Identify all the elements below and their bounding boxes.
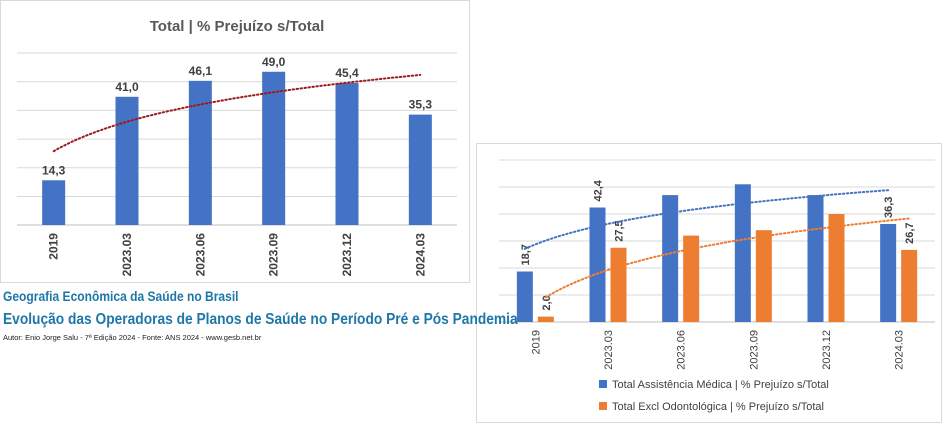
bar-primary-2023.12 [807,195,824,322]
category-label-2023.03: 2023.03 [603,330,615,370]
category-label-2019: 2019 [47,233,61,260]
bar-primary-2023.09 [262,71,286,225]
data-label: 26,7 [904,222,916,243]
data-label: 27,5 [614,220,626,241]
bar-primary-2023.06 [188,80,212,225]
data-label: 41,0 [115,80,139,94]
bar-primary-2023.06 [662,195,679,322]
category-label-2023.12: 2023.12 [340,233,354,277]
legend-label-0: Total Assistência Médica | % Prejuízo s/… [612,379,829,391]
category-label-2023.03: 2023.03 [120,233,134,277]
category-label-2024.03: 2024.03 [894,330,906,370]
data-label: 18,7 [520,244,532,265]
data-label: 49,0 [262,55,286,69]
category-label-2023.06: 2023.06 [676,330,688,370]
bar-primary-2019 [42,180,66,225]
trendline-0 [52,73,422,153]
bar-primary-2023.03 [115,96,139,225]
category-label-2023.12: 2023.12 [821,330,833,370]
data-label: 14,3 [42,163,66,177]
data-label: 2,0 [541,295,553,310]
data-label: 36,3 [883,197,895,218]
chart-assistencia-panel: 18,7 42,4 36,3 2,0 27,5 26,7 2019 2023.03 2023.0… [476,143,942,423]
caption-title: Geografia Econômica da Saúde no Brasil [3,288,239,304]
bar-secondary-2023.03 [610,247,627,322]
caption-subtitle: Evolução das Operadoras de Planos de Saú… [3,311,518,328]
category-label-2023.09: 2023.09 [748,330,760,370]
bar-secondary-2024.03 [901,249,918,322]
category-label-2023.06: 2023.06 [193,233,207,277]
chart-total-panel: Total | % Prejuízo s/Total 14,3 41,0 46,1 49… [0,0,470,283]
legend-label-1: Total Excl Odontológica | % Prejuízo s/T… [612,401,824,413]
bar-primary-2023.03 [589,207,606,322]
bar-secondary-2023.06 [683,235,700,322]
chart-assistencia: 18,7 42,4 36,3 2,0 27,5 26,7 2019 2023.03 2023.0… [499,159,935,413]
data-label: 45,4 [335,66,359,80]
bar-secondary-2019 [537,316,554,322]
trendline-0 [523,189,890,250]
caption-author: Autor: Enio Jorge Salu - 7ª Edição 2024 … [3,333,262,342]
category-label-2023.09: 2023.09 [267,233,281,277]
category-label-2024.03: 2024.03 [413,233,427,277]
data-label: 35,3 [409,98,433,112]
bar-secondary-2023.09 [755,230,772,322]
legend-swatch-1 [599,402,607,410]
data-label: 42,4 [593,179,605,201]
legend-swatch-0 [599,380,607,388]
bar-secondary-2023.12 [828,214,845,322]
bar-primary-2023.09 [734,184,751,322]
data-label: 46,1 [189,64,213,78]
trendline-1 [544,217,911,299]
category-label-2019: 2019 [530,330,542,354]
chart-total: Total | % Prejuízo s/Total 14,3 41,0 46,1 49… [17,18,457,277]
bar-primary-2023.12 [335,83,359,225]
bar-primary-2019 [516,271,533,322]
chart-title: Total | % Prejuízo s/Total [150,18,325,35]
bar-primary-2024.03 [880,223,897,322]
bar-primary-2024.03 [408,114,432,225]
